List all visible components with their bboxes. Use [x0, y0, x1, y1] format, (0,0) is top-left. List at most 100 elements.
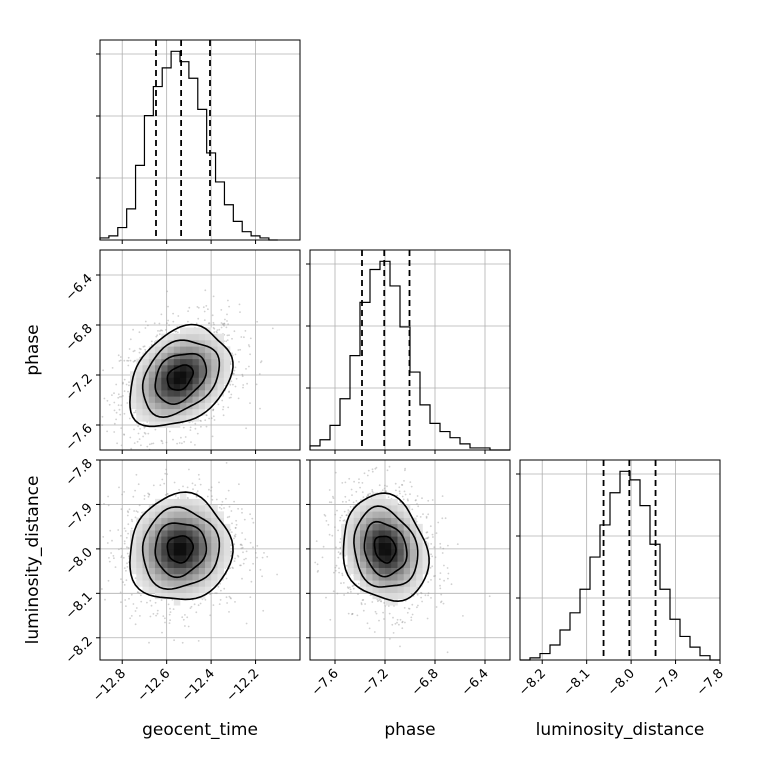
- density-cell: [142, 567, 149, 575]
- sample-point: [161, 442, 164, 445]
- density-cell: [192, 383, 199, 391]
- sample-point: [328, 501, 331, 504]
- density-cell: [416, 530, 423, 537]
- sample-point: [124, 530, 127, 532]
- sample-point: [101, 415, 104, 418]
- sample-point: [205, 414, 208, 416]
- sample-point: [117, 529, 120, 531]
- density-cell: [205, 333, 212, 341]
- density-cell: [136, 377, 143, 385]
- sample-point: [378, 619, 380, 622]
- sample-point: [106, 430, 108, 433]
- sample-point: [162, 615, 165, 617]
- sample-point: [442, 547, 445, 550]
- sample-point: [415, 499, 417, 501]
- sample-point: [350, 591, 352, 593]
- density-cell: [186, 327, 193, 335]
- density-cell: [205, 377, 212, 385]
- sample-point: [188, 468, 190, 471]
- sample-point: [123, 542, 126, 545]
- density-cell: [217, 555, 224, 562]
- density-cell: [161, 561, 168, 568]
- sample-point: [222, 323, 225, 326]
- sample-point: [115, 418, 117, 421]
- sample-point: [166, 473, 169, 475]
- sample-point: [361, 599, 364, 601]
- density-cell: [192, 377, 199, 385]
- density-cell: [148, 548, 156, 556]
- density-cell: [198, 340, 206, 347]
- sample-point: [203, 319, 206, 321]
- density-cell: [397, 561, 405, 568]
- sample-point: [256, 320, 258, 323]
- sample-point: [248, 365, 250, 368]
- sample-point: [409, 481, 412, 483]
- sample-point: [122, 581, 124, 584]
- density-cell: [136, 402, 143, 410]
- sample-point: [181, 616, 184, 619]
- density-cell: [148, 365, 156, 372]
- density-cell: [198, 548, 206, 556]
- sample-point: [237, 349, 240, 351]
- sample-point: [133, 349, 136, 352]
- sample-point: [127, 511, 130, 514]
- sample-point: [375, 466, 378, 469]
- sample-point: [120, 427, 123, 429]
- sample-point: [195, 492, 198, 495]
- sample-point: [352, 587, 355, 590]
- sample-point: [232, 383, 234, 386]
- sample-point: [126, 510, 129, 513]
- panel-geocent-time-vs-phase: [101, 289, 274, 450]
- density-cell: [391, 548, 398, 556]
- sample-point: [120, 578, 122, 580]
- sample-point: [147, 492, 150, 495]
- sample-point: [245, 427, 248, 430]
- density-cell: [211, 530, 218, 537]
- density-cell: [161, 511, 168, 518]
- sample-point: [419, 516, 422, 518]
- sample-point: [109, 529, 112, 532]
- density-cell: [403, 530, 411, 537]
- y-tick-label: −7.6: [63, 421, 96, 454]
- sample-point: [339, 541, 341, 544]
- density-cell: [372, 580, 380, 587]
- density-cell: [372, 555, 380, 562]
- sample-point: [380, 600, 382, 603]
- sample-point: [204, 598, 207, 601]
- density-cell: [391, 505, 398, 512]
- sample-point: [184, 614, 186, 616]
- sample-point: [334, 569, 337, 572]
- density-cell: [148, 561, 156, 568]
- sample-point: [348, 586, 351, 589]
- sample-point: [238, 361, 240, 363]
- sample-point: [251, 517, 254, 520]
- density-cell: [391, 530, 398, 537]
- sample-point: [222, 406, 225, 408]
- density-cell: [192, 327, 199, 335]
- density-cell: [205, 586, 212, 593]
- sample-point: [175, 330, 178, 333]
- sample-point: [164, 472, 167, 475]
- sample-point: [143, 494, 146, 497]
- sample-point: [197, 473, 200, 476]
- sample-point: [384, 490, 386, 492]
- sample-point: [220, 322, 223, 324]
- density-cell: [410, 580, 417, 587]
- sample-point: [429, 566, 432, 569]
- density-cell: [198, 358, 206, 366]
- sample-point: [210, 486, 213, 489]
- sample-point: [205, 425, 208, 428]
- sample-point: [420, 592, 423, 595]
- sample-point: [125, 605, 127, 607]
- sample-point: [132, 495, 135, 498]
- density-cell: [186, 561, 193, 568]
- density-cell: [167, 333, 174, 341]
- sample-point: [169, 619, 172, 622]
- density-cell: [142, 517, 149, 525]
- sample-point: [380, 600, 382, 602]
- density-cell: [173, 390, 181, 397]
- density-cell: [155, 511, 162, 518]
- sample-point: [114, 566, 117, 568]
- density-cell: [161, 523, 168, 531]
- sample-point: [241, 511, 243, 514]
